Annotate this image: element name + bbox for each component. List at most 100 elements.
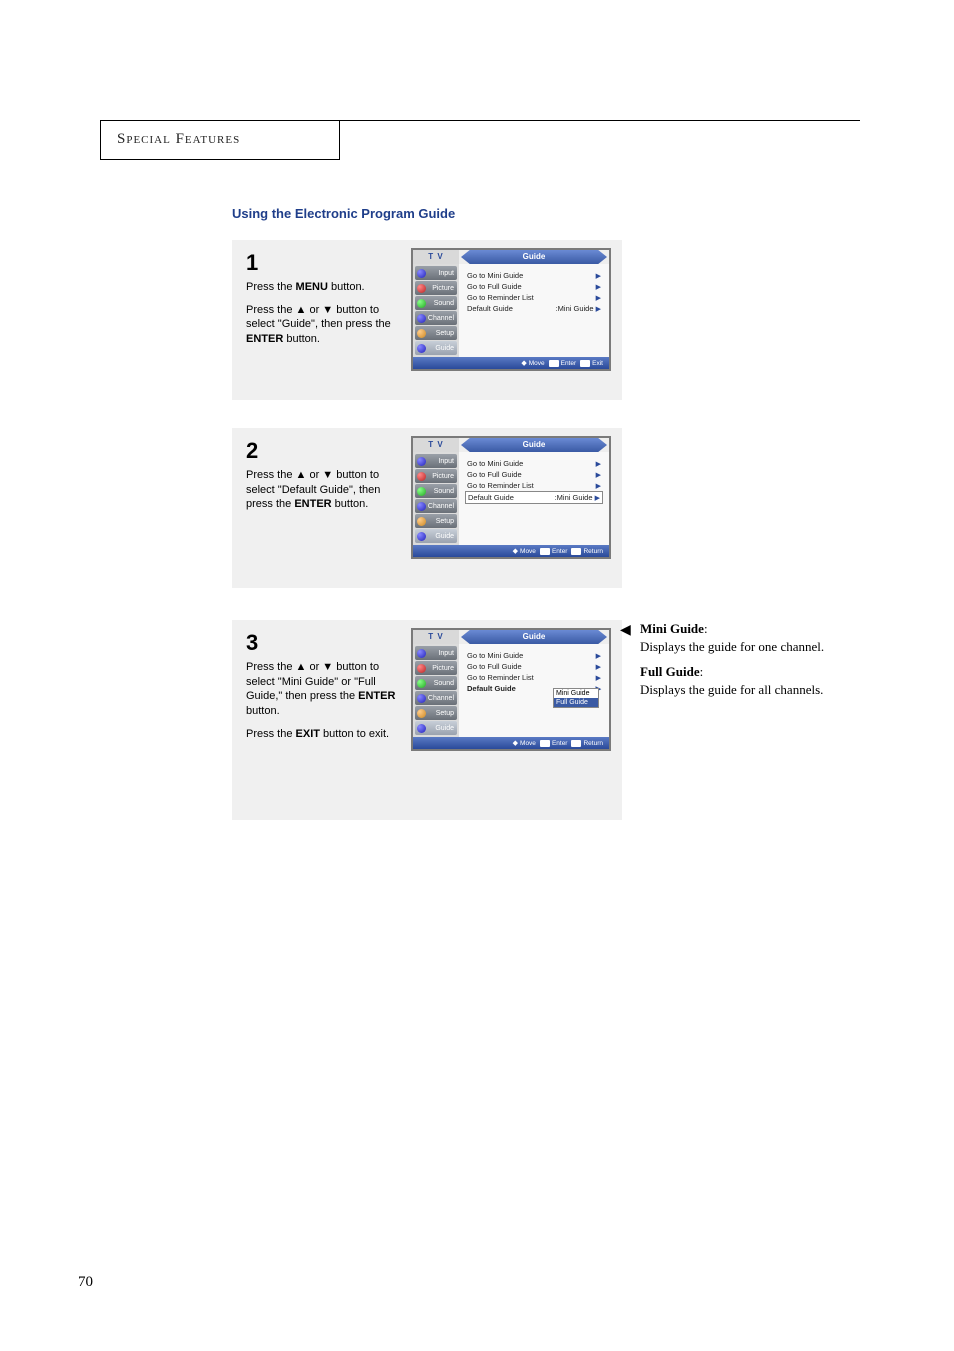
footer-key-icon bbox=[549, 360, 559, 367]
tab-icon bbox=[417, 457, 426, 466]
tv-tab-input[interactable]: Input bbox=[415, 454, 457, 468]
tv-footer: ◆ Move Enter Return bbox=[413, 545, 609, 557]
tv-header-left: T V bbox=[413, 630, 459, 644]
tv-sidebar: InputPictureSoundChannelSetupGuide bbox=[413, 452, 459, 545]
tv-header-left: T V bbox=[413, 438, 459, 452]
tv-tab-sound[interactable]: Sound bbox=[415, 676, 457, 690]
arrow-right-icon: ▶ bbox=[596, 306, 601, 313]
tv-submenu-item[interactable]: Full Guide bbox=[554, 698, 598, 707]
tv-tab-channel[interactable]: Channel bbox=[415, 691, 457, 705]
tv-row[interactable]: Go to Reminder List ▶ bbox=[465, 480, 603, 491]
tv-row[interactable]: Go to Mini Guide ▶ bbox=[465, 650, 603, 661]
arrow-right-icon: ▶ bbox=[596, 472, 601, 479]
tv-tab-sound[interactable]: Sound bbox=[415, 296, 457, 310]
tv-footer-btn: Exit bbox=[580, 360, 603, 367]
pointer-icon: ◀ bbox=[620, 622, 631, 641]
tv-footer: ◆ Move Enter Exit bbox=[413, 357, 609, 369]
arrow-right-icon: ▶ bbox=[596, 653, 601, 660]
tv-tab-setup[interactable]: Setup bbox=[415, 326, 457, 340]
tv-tab-input[interactable]: Input bbox=[415, 266, 457, 280]
tv-footer: ◆ Move Enter Return bbox=[413, 737, 609, 749]
section-header-text: Special Features bbox=[117, 131, 240, 148]
tv-row-label: Go to Mini Guide bbox=[467, 459, 523, 468]
tv-submenu-item[interactable]: Mini Guide bbox=[554, 689, 598, 698]
tab-icon bbox=[417, 329, 426, 338]
tv-sidebar: InputPictureSoundChannelSetupGuide bbox=[413, 264, 459, 357]
tv-row-label: Default Guide bbox=[467, 684, 516, 693]
tv-body: InputPictureSoundChannelSetupGuide Go to… bbox=[413, 264, 609, 357]
tv-row[interactable]: Go to Reminder List ▶ bbox=[465, 292, 603, 303]
tv-row-label: Go to Reminder List bbox=[467, 293, 534, 302]
side-note-desc: Displays the guide for one channel. bbox=[640, 639, 824, 654]
tv-content: Go to Mini Guide ▶Go to Full Guide ▶Go t… bbox=[459, 264, 609, 357]
step-text: 2 Press the ▲ or ▼ button to select "Def… bbox=[246, 436, 401, 559]
tv-row-value: :Mini Guide ▶ bbox=[556, 304, 601, 313]
arrow-right-icon: ▶ bbox=[596, 295, 601, 302]
tab-icon bbox=[417, 314, 426, 323]
tv-tab-setup[interactable]: Setup bbox=[415, 514, 457, 528]
tv-tab-guide[interactable]: Guide bbox=[415, 529, 457, 543]
tv-menu-screenshot: T V Guide InputPictureSoundChannelSetupG… bbox=[411, 628, 611, 751]
tv-tab-guide[interactable]: Guide bbox=[415, 341, 457, 355]
tv-header-left: T V bbox=[413, 250, 459, 264]
tv-row[interactable]: Go to Mini Guide ▶ bbox=[465, 458, 603, 469]
arrow-right-icon: ▶ bbox=[596, 664, 601, 671]
tab-icon bbox=[417, 344, 426, 353]
tv-header: T V Guide bbox=[413, 630, 609, 644]
tv-header-title: Guide bbox=[461, 630, 607, 644]
footer-key-icon bbox=[540, 740, 550, 747]
tv-tab-channel[interactable]: Channel bbox=[415, 499, 457, 513]
tab-icon bbox=[417, 724, 426, 733]
step-text-para: Press the ▲ or ▼ button to select "Defau… bbox=[246, 468, 401, 513]
tab-icon bbox=[417, 269, 426, 278]
tv-tab-picture[interactable]: Picture bbox=[415, 661, 457, 675]
tab-icon bbox=[417, 299, 426, 308]
tv-tab-setup[interactable]: Setup bbox=[415, 706, 457, 720]
tab-icon bbox=[417, 472, 426, 481]
tv-row-value: ▶ bbox=[596, 282, 601, 291]
tv-body: InputPictureSoundChannelSetupGuide Go to… bbox=[413, 452, 609, 545]
tv-tab-input[interactable]: Input bbox=[415, 646, 457, 660]
tab-icon bbox=[417, 664, 426, 673]
tv-row-value: ▶ bbox=[596, 459, 601, 468]
tv-row[interactable]: Go to Full Guide ▶ bbox=[465, 469, 603, 480]
tv-header: T V Guide bbox=[413, 250, 609, 264]
tv-row[interactable]: Go to Reminder List ▶ bbox=[465, 672, 603, 683]
step-number: 1 bbox=[246, 248, 401, 278]
tv-row-value: ▶ bbox=[596, 293, 601, 302]
tv-content: Go to Mini Guide ▶Go to Full Guide ▶Go t… bbox=[459, 452, 609, 545]
tv-submenu: Mini GuideFull Guide bbox=[553, 688, 599, 708]
tv-header: T V Guide bbox=[413, 438, 609, 452]
arrow-right-icon: ▶ bbox=[596, 461, 601, 468]
tv-row[interactable]: Go to Mini Guide ▶ bbox=[465, 270, 603, 281]
tv-footer-btn: ◆ Move bbox=[521, 359, 544, 367]
step-block-2: 2 Press the ▲ or ▼ button to select "Def… bbox=[232, 428, 622, 588]
tv-row[interactable]: Go to Full Guide ▶ bbox=[465, 661, 603, 672]
tv-tab-sound[interactable]: Sound bbox=[415, 484, 457, 498]
step-number: 3 bbox=[246, 628, 401, 658]
step-block-1: 1 Press the MENU button.Press the ▲ or ▼… bbox=[232, 240, 622, 400]
tv-row[interactable]: Go to Full Guide ▶ bbox=[465, 281, 603, 292]
tv-tab-channel[interactable]: Channel bbox=[415, 311, 457, 325]
tab-icon bbox=[417, 284, 426, 293]
tv-tab-guide[interactable]: Guide bbox=[415, 721, 457, 735]
tv-row[interactable]: Default Guide :Mini Guide ▶ bbox=[465, 303, 603, 314]
tv-tab-picture[interactable]: Picture bbox=[415, 469, 457, 483]
tv-row-label: Go to Mini Guide bbox=[467, 271, 523, 280]
arrow-right-icon: ▶ bbox=[596, 284, 601, 291]
side-note-desc: Displays the guide for all channels. bbox=[640, 682, 823, 697]
tv-row-label: Default Guide bbox=[467, 304, 513, 313]
tv-row-label: Go to Full Guide bbox=[467, 662, 522, 671]
arrow-right-icon: ▶ bbox=[595, 495, 600, 502]
tab-icon bbox=[417, 649, 426, 658]
tab-icon bbox=[417, 517, 426, 526]
tv-tab-picture[interactable]: Picture bbox=[415, 281, 457, 295]
tv-row-value: ▶ bbox=[596, 673, 601, 682]
step-text-para: Press the ▲ or ▼ button to select "Mini … bbox=[246, 660, 401, 719]
tv-row[interactable]: Default Guide:Mini Guide ▶ bbox=[465, 491, 603, 504]
side-note: ◀ Mini Guide:Displays the guide for one … bbox=[640, 620, 850, 706]
tv-row-value: ▶ bbox=[596, 271, 601, 280]
tv-content: Go to Mini Guide ▶Go to Full Guide ▶Go t… bbox=[459, 644, 609, 737]
tv-row-label: Go to Mini Guide bbox=[467, 651, 523, 660]
side-note-item: Mini Guide:Displays the guide for one ch… bbox=[640, 620, 850, 655]
